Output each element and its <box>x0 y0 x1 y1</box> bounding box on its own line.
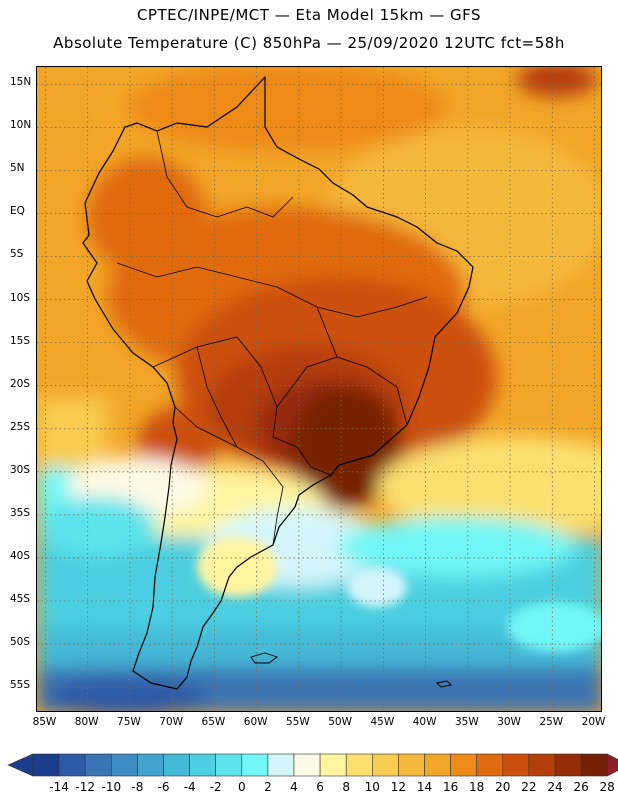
lat-tick-label: 15S <box>10 334 31 347</box>
lon-tick-label: 50W <box>328 716 352 728</box>
colorbar-tick-label: -10 <box>101 780 122 794</box>
colorbar-swatch <box>215 753 243 777</box>
colorbar-tick-label: -4 <box>183 780 196 794</box>
colorbar-swatch <box>293 753 321 777</box>
lat-tick-label: 20S <box>10 377 31 390</box>
colorbar-tick-label: 4 <box>290 780 298 794</box>
field-south-atlantic-yellow <box>377 437 601 537</box>
colorbar-tick-label: -2 <box>209 780 222 794</box>
colorbar-swatch <box>450 753 478 777</box>
country-borders <box>116 130 428 546</box>
lon-tick-label: 55W <box>286 716 310 728</box>
colorbar-swatch <box>163 753 190 777</box>
lon-tick-label: 75W <box>117 716 141 728</box>
lat-tick-label: 45S <box>10 593 31 606</box>
colorbar-tick-label: 28 <box>599 780 615 794</box>
lon-tick-label: 30W <box>497 716 521 728</box>
map-canvas <box>37 67 601 711</box>
colorbar-swatch <box>32 753 60 777</box>
lat-tick-label: 35S <box>10 506 31 519</box>
colorbar-tick-label: 6 <box>316 780 324 794</box>
colorbar-arrow-right <box>606 753 618 777</box>
islands <box>250 652 452 688</box>
colorbar-swatch <box>476 753 504 777</box>
lat-tick-label: EQ <box>10 205 25 218</box>
lon-tick-label: 80W <box>74 716 99 728</box>
colorbar-swatch <box>84 753 112 777</box>
colorbar-arrow-left <box>7 753 34 777</box>
lat-tick-label: 5N <box>10 162 25 175</box>
lon-tick-label: 45W <box>370 716 395 728</box>
lon-tick-label: 25W <box>539 716 564 728</box>
field-chile-cool <box>37 497 157 557</box>
colorbar-tick-label: -6 <box>157 780 170 794</box>
colorbar-tick-label: 14 <box>416 780 433 794</box>
lat-tick-label: 10S <box>10 291 31 304</box>
south-america-coastline <box>82 76 474 690</box>
field-caribbean <box>127 67 447 152</box>
lon-tick-label: 65W <box>201 716 226 728</box>
lon-tick-label: 85W <box>32 716 57 728</box>
colorbar-tick-label: 22 <box>521 780 537 794</box>
colorbar-swatch <box>371 753 399 777</box>
field-atlantic-cool <box>337 517 577 577</box>
lat-tick-label: 55S <box>10 679 31 692</box>
colorbar-tick-label: 10 <box>364 780 380 794</box>
colorbar-swatch <box>580 753 608 777</box>
colorbar-swatch <box>554 753 582 777</box>
colorbar-swatch <box>241 753 269 777</box>
lat-tick-label: 25S <box>10 420 31 433</box>
chart-title-line2: Absolute Temperature (C) 850hPa — 25/09/… <box>53 34 565 52</box>
field-hottest <box>292 387 402 507</box>
colorbar-swatch <box>189 753 217 777</box>
colorbar-tick-label: 8 <box>342 780 350 794</box>
colorbar-swatch <box>345 753 373 777</box>
colorbar-tick-label: 24 <box>547 780 563 794</box>
lon-tick-label: 70W <box>159 716 184 728</box>
lat-tick-label: 50S <box>10 636 31 649</box>
lat-tick-label: 5S <box>10 248 24 261</box>
chart-title-line1: CPTEC/INPE/MCT — Eta Model 15km — GFS <box>136 6 482 24</box>
lat-tick-label: 15N <box>10 76 32 89</box>
lat-tick-label: 30S <box>10 463 31 476</box>
lon-tick-label: 40W <box>412 716 437 728</box>
colorbar-tick-label: 2 <box>264 780 272 794</box>
colorbar-swatch <box>424 753 451 777</box>
colorbar-swatch <box>111 753 138 777</box>
colorbar-tick-label: 0 <box>237 780 246 794</box>
colorbar-tick-label: 20 <box>495 780 511 794</box>
colorbar-swatch <box>398 753 425 777</box>
temperature-map <box>36 66 602 712</box>
colorbar-swatch <box>319 753 347 777</box>
lat-tick-label: 10N <box>10 119 32 132</box>
colorbar-tick-label: -8 <box>131 780 144 794</box>
lat-tick-label: 40S <box>10 549 31 562</box>
colorbar-swatch <box>502 753 530 777</box>
colorbar-swatch <box>267 753 295 777</box>
colorbar-tick-label: 12 <box>390 780 407 794</box>
colorbar-tick-label: 18 <box>469 780 485 794</box>
lon-tick-label: 60W <box>243 716 268 728</box>
colorbar <box>7 753 618 777</box>
colorbar-swatch <box>137 753 164 777</box>
colorbar-swatch <box>528 753 556 777</box>
lon-tick-label: 20W <box>581 716 606 728</box>
colorbar-tick-label: 16 <box>442 780 459 794</box>
field-ne-hot <box>517 67 597 97</box>
field-drake-cold <box>47 677 207 711</box>
colorbar-tick-label: -12 <box>75 780 95 794</box>
colorbar-swatch <box>58 753 86 777</box>
colorbar-tick-label: -14 <box>49 780 69 794</box>
colorbar-tick-label: 26 <box>573 780 589 794</box>
lon-tick-label: 35W <box>454 716 479 728</box>
